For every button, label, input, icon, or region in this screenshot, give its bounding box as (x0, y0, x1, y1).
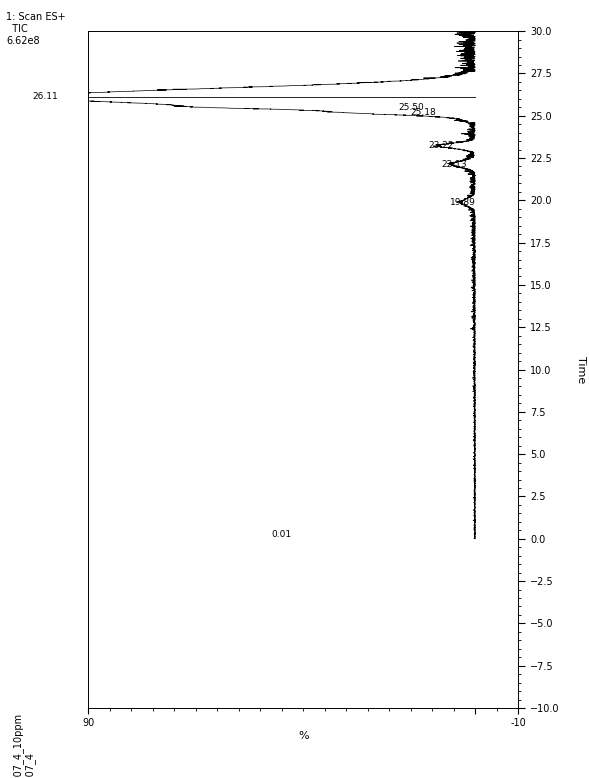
Text: 26.11: 26.11 (32, 93, 58, 101)
Y-axis label: Time: Time (576, 356, 586, 384)
Text: 101207_4_10ppm
101207_4: 101207_4_10ppm 101207_4 (12, 712, 35, 778)
Text: 25.18: 25.18 (411, 108, 436, 117)
Text: 0.01: 0.01 (272, 530, 292, 538)
Text: 25.50: 25.50 (398, 103, 423, 112)
Text: 22.13: 22.13 (441, 159, 466, 169)
Text: 1: Scan ES+
  TIC
6.62e8: 1: Scan ES+ TIC 6.62e8 (6, 12, 65, 47)
Text: 19.89: 19.89 (449, 198, 475, 207)
Text: 23.22: 23.22 (428, 142, 454, 150)
X-axis label: %: % (298, 731, 309, 741)
